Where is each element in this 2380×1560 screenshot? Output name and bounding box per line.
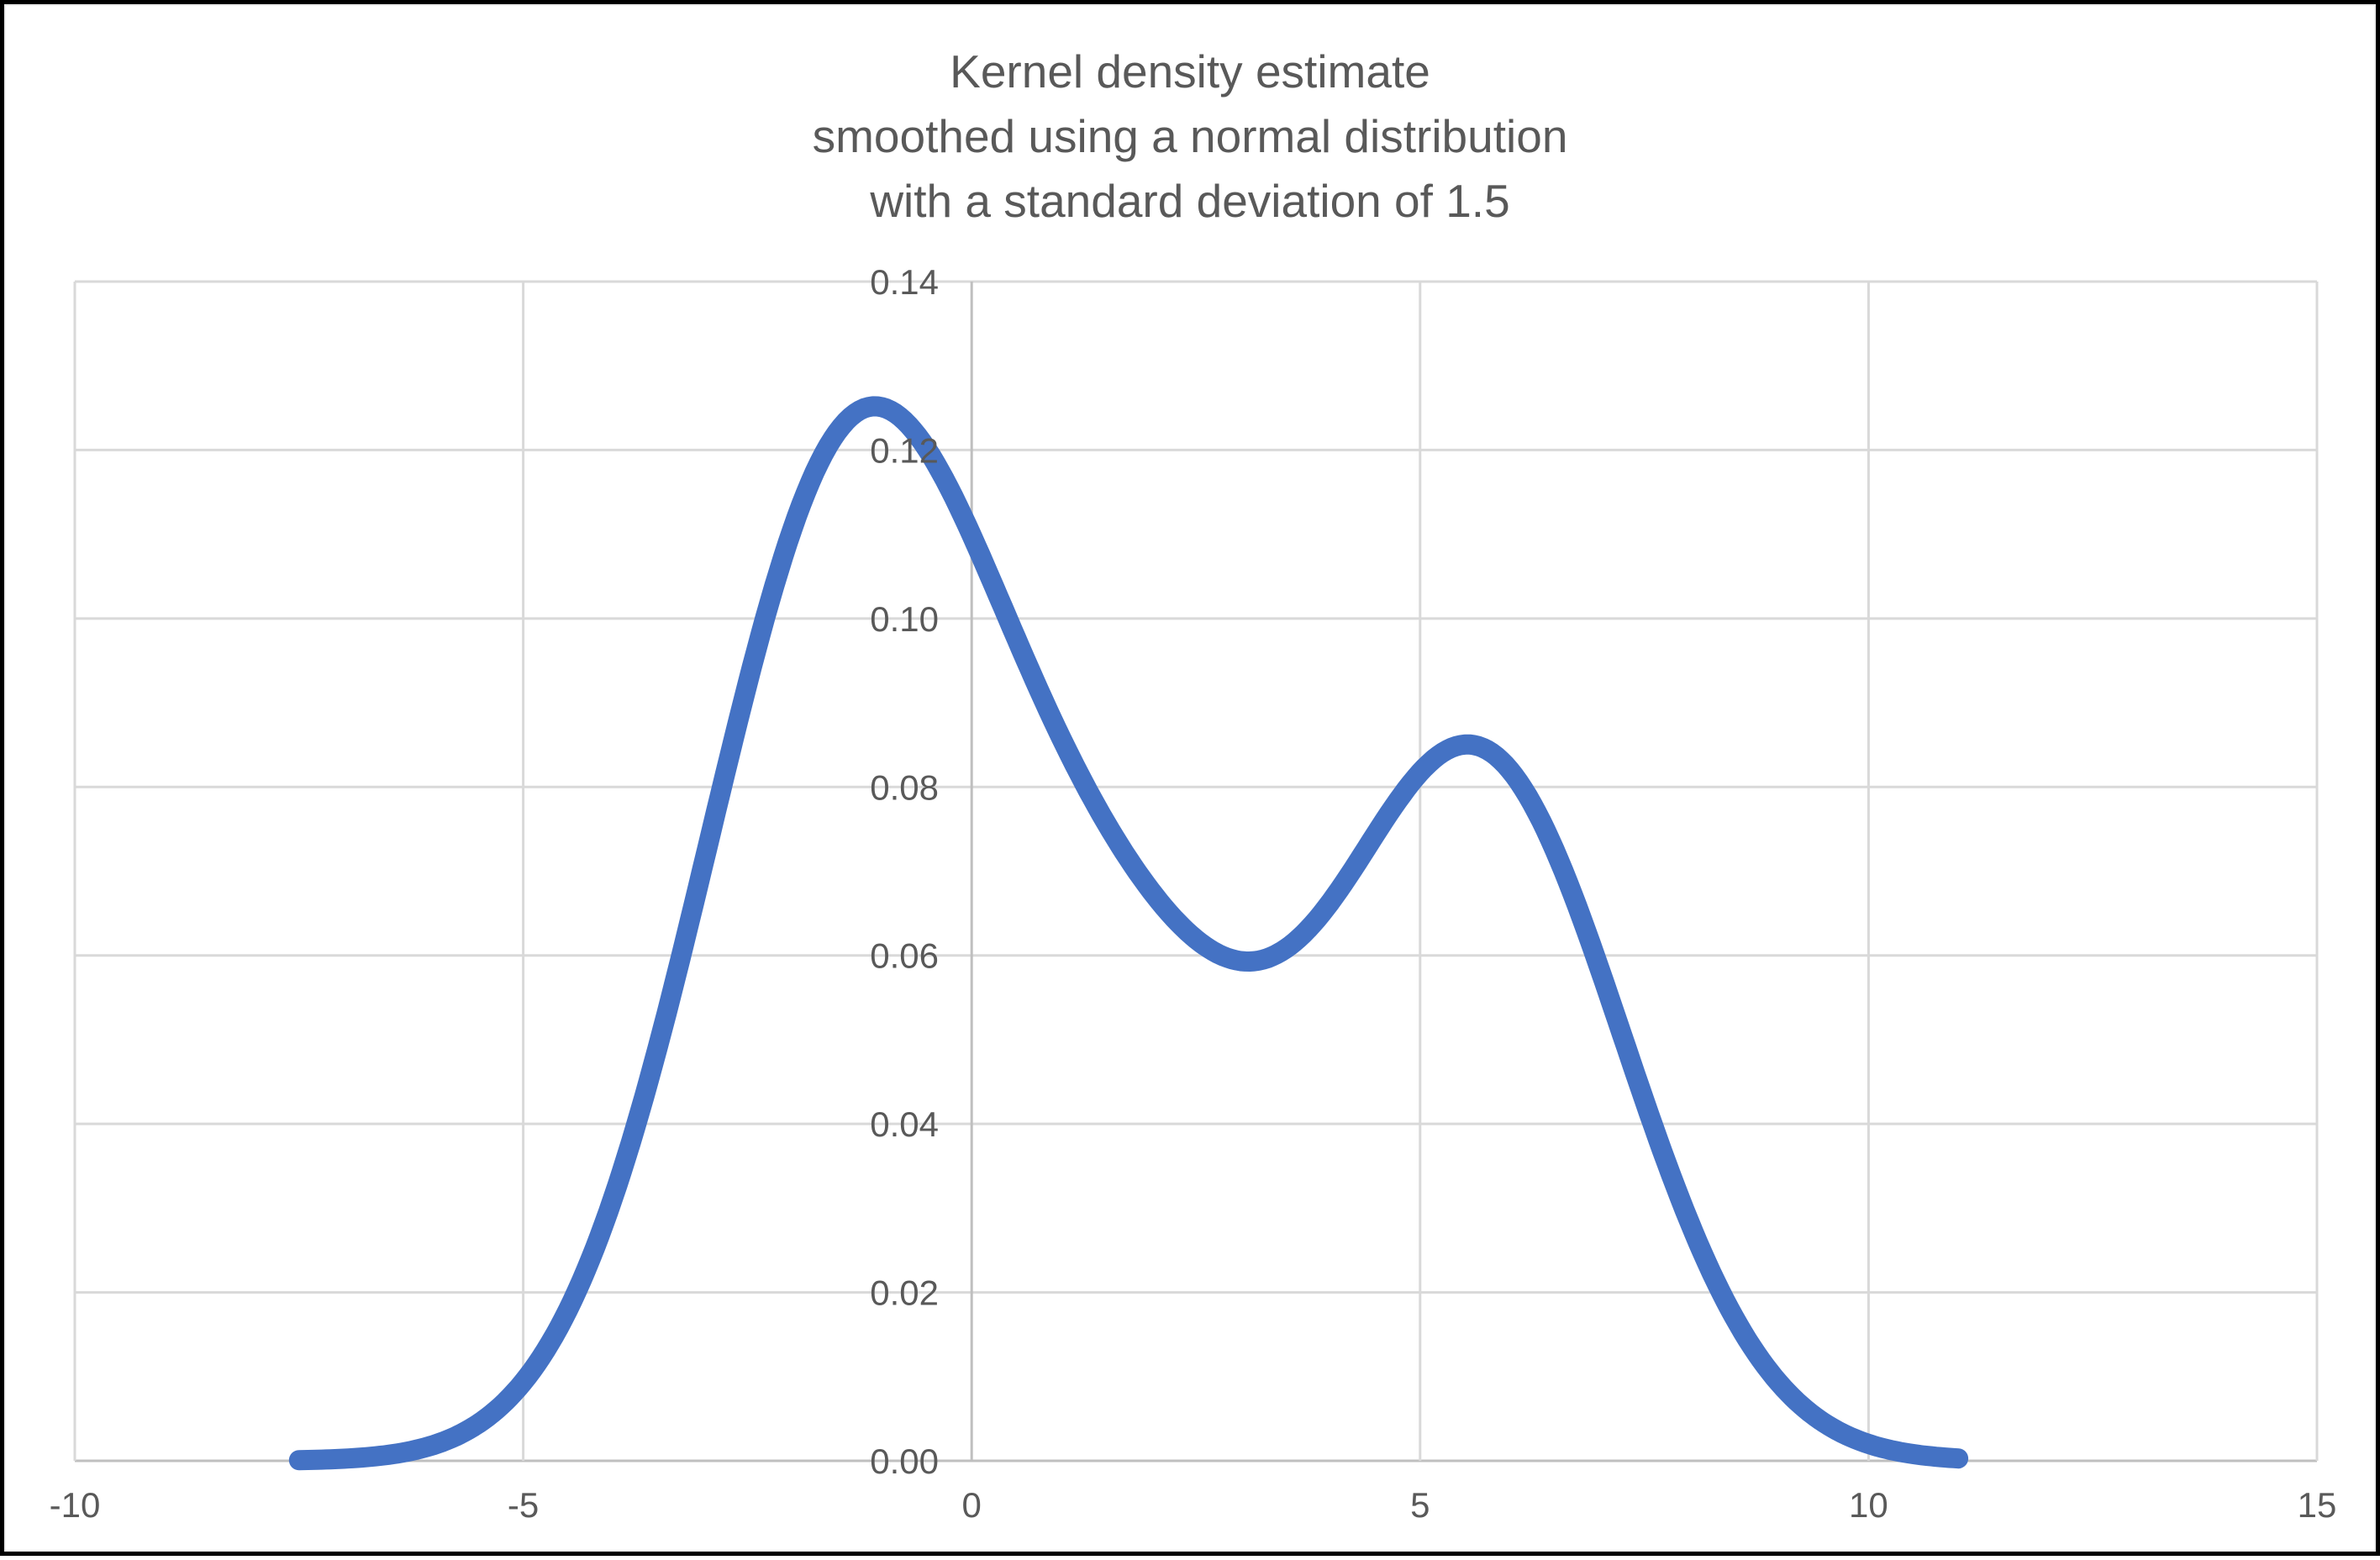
- chart-title: Kernel density estimate smoothed using a…: [4, 40, 2376, 234]
- x-tick-label: -5: [508, 1485, 539, 1525]
- y-tick-label: 0.12: [870, 430, 939, 470]
- x-tick-label: 10: [1849, 1485, 1888, 1525]
- chart-title-line-2: smoothed using a normal distribution: [812, 110, 1568, 162]
- kde-plot-area: 0.00 0.02 0.04 0.06 0.08 0.10 0.12 0.14 -10 -5 0 5 1…: [50, 262, 2337, 1525]
- chart-title-line-1: Kernel density estimate: [950, 45, 1430, 98]
- y-tick-label: 0.14: [870, 262, 939, 302]
- x-tick-label: 0: [962, 1485, 982, 1525]
- x-tick-label: 15: [2298, 1485, 2337, 1525]
- kde-curve: [288, 396, 1969, 1471]
- x-tick-label: 5: [1410, 1485, 1430, 1525]
- y-tick-label: 0.06: [870, 936, 939, 976]
- y-tick-label: 0.02: [870, 1273, 939, 1313]
- y-tick-label: 0.04: [870, 1104, 939, 1144]
- x-tick-label: -10: [50, 1485, 101, 1525]
- y-tick-label: 0.08: [870, 767, 939, 807]
- chart-title-line-3: with a standard deviation of 1.5: [870, 175, 1510, 227]
- y-tick-label: 0.10: [870, 599, 939, 639]
- y-tick-label: 0.00: [870, 1441, 939, 1481]
